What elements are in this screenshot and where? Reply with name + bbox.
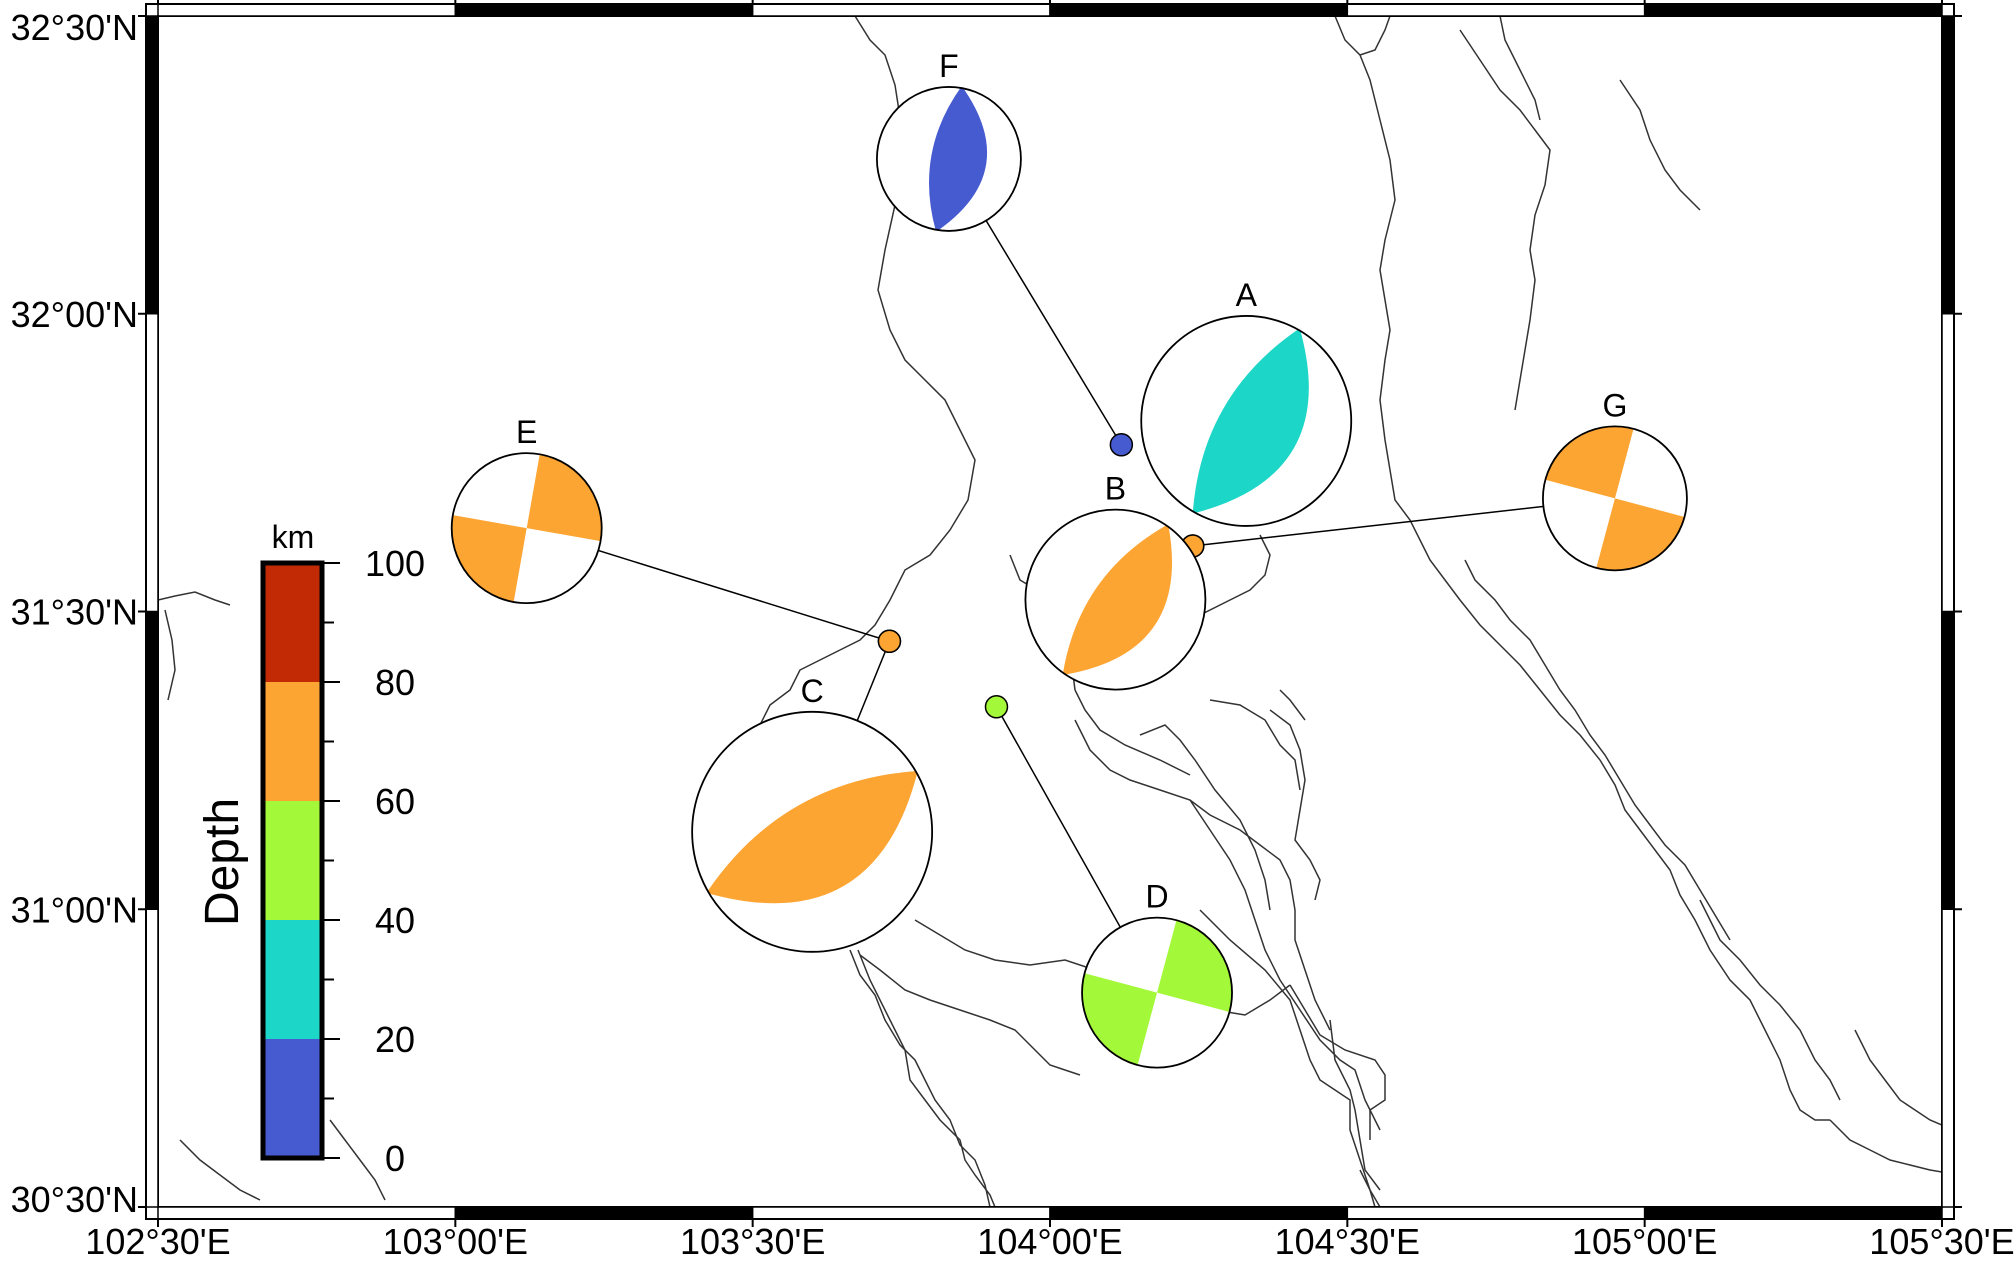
beachball-label: C — [801, 673, 824, 709]
beachball-outline — [876, 86, 1022, 232]
frame-bar-top — [1049, 3, 1349, 17]
colorbar-band — [263, 563, 322, 682]
beachball-label: A — [1236, 277, 1258, 313]
beachball-outline — [1542, 425, 1688, 572]
frame-bar-right — [1941, 908, 1955, 1208]
frame-bar-left — [145, 313, 159, 613]
colorbar-tick-label: 100 — [365, 543, 425, 584]
depth-colorbar: km Depth 0 20 40 60 80 100 — [196, 519, 425, 1179]
compressional-lobe — [706, 770, 918, 904]
colorbar-tick-label: 60 — [375, 781, 415, 822]
colorbar-band — [263, 801, 322, 920]
compressional-lobe — [1192, 328, 1309, 514]
colorbar-bands — [263, 563, 322, 1158]
frame-bar-bottom — [1049, 1206, 1349, 1220]
frame-bar-top — [1346, 3, 1646, 17]
frame-bar-bottom — [1346, 1206, 1646, 1220]
colorbar-tick-label: 0 — [385, 1138, 405, 1179]
x-tick-label: 103°00'E — [383, 1221, 528, 1262]
frame-bar-bottom — [751, 1206, 1051, 1220]
frame-bar-right — [1941, 15, 1955, 315]
beachball-label: B — [1105, 471, 1126, 507]
colorbar-ticks: 0 20 40 60 80 100 — [322, 543, 425, 1179]
compressional-lobe — [929, 86, 988, 232]
epicenter-marker — [877, 629, 902, 654]
x-tick-label: 105°30'E — [1869, 1221, 2014, 1262]
frame-bar-right — [1941, 610, 1955, 910]
colorbar-unit: km — [272, 519, 315, 555]
x-tick-label: 105°00'E — [1572, 1221, 1717, 1262]
beachball-label: E — [516, 414, 537, 450]
frame-bar-left — [145, 610, 159, 910]
frame-bar-bottom — [157, 1206, 457, 1220]
beachball-outline — [450, 452, 603, 605]
beachball-outline — [1024, 508, 1207, 691]
beachball-c: C — [691, 673, 934, 953]
frame-bar-bottom — [454, 1206, 754, 1220]
beachball-b: B — [1024, 471, 1207, 691]
frame-bar-top — [157, 3, 457, 17]
frame-bar-top — [751, 3, 1051, 17]
y-tick-label: 31°30'N — [11, 592, 138, 633]
beachball-outline — [1140, 315, 1353, 527]
colorbar-tick-label: 80 — [375, 662, 415, 703]
colorbar-tick-label: 40 — [375, 900, 415, 941]
compressional-lobe — [1062, 524, 1172, 675]
beachball-f: F — [876, 48, 1022, 232]
beachball-outline — [1081, 916, 1233, 1069]
colorbar-band — [263, 682, 322, 801]
epicenter-marker — [984, 695, 1009, 719]
colorbar-tick-label: 20 — [375, 1019, 415, 1060]
y-tick-label: 31°00'N — [11, 889, 138, 930]
epicenter-marker — [1109, 433, 1134, 457]
x-tick-label: 103°30'E — [680, 1221, 825, 1262]
frame-bar-left — [145, 908, 159, 1208]
x-tick-label: 102°30'E — [85, 1221, 230, 1262]
frame-bar-left — [145, 15, 159, 315]
beachball-outline — [691, 710, 934, 953]
colorbar-band — [263, 920, 322, 1039]
colorbar-title: Depth — [196, 798, 249, 926]
y-tick-label: 30°30'N — [11, 1179, 138, 1220]
beachball-a: A — [1140, 277, 1353, 527]
axis-tick-labels: 102°30'E 103°00'E 103°30'E 104°00'E 104°30'E… — [11, 0, 2015, 1262]
beachball-label: F — [939, 48, 959, 84]
x-tick-label: 104°00'E — [977, 1221, 1122, 1262]
frame-bar-right — [1941, 313, 1955, 613]
beachball-label: G — [1602, 387, 1627, 423]
x-tick-label: 104°30'E — [1275, 1221, 1420, 1262]
y-tick-label: 32°00'N — [11, 294, 138, 335]
frame-bar-top — [1643, 3, 1943, 17]
frame-bar-top — [454, 3, 754, 17]
y-tick-label: 32°30'N — [11, 7, 138, 48]
frame-bar-bottom — [1643, 1206, 1943, 1220]
beachball-label: D — [1145, 879, 1168, 915]
colorbar-band — [263, 1039, 322, 1158]
